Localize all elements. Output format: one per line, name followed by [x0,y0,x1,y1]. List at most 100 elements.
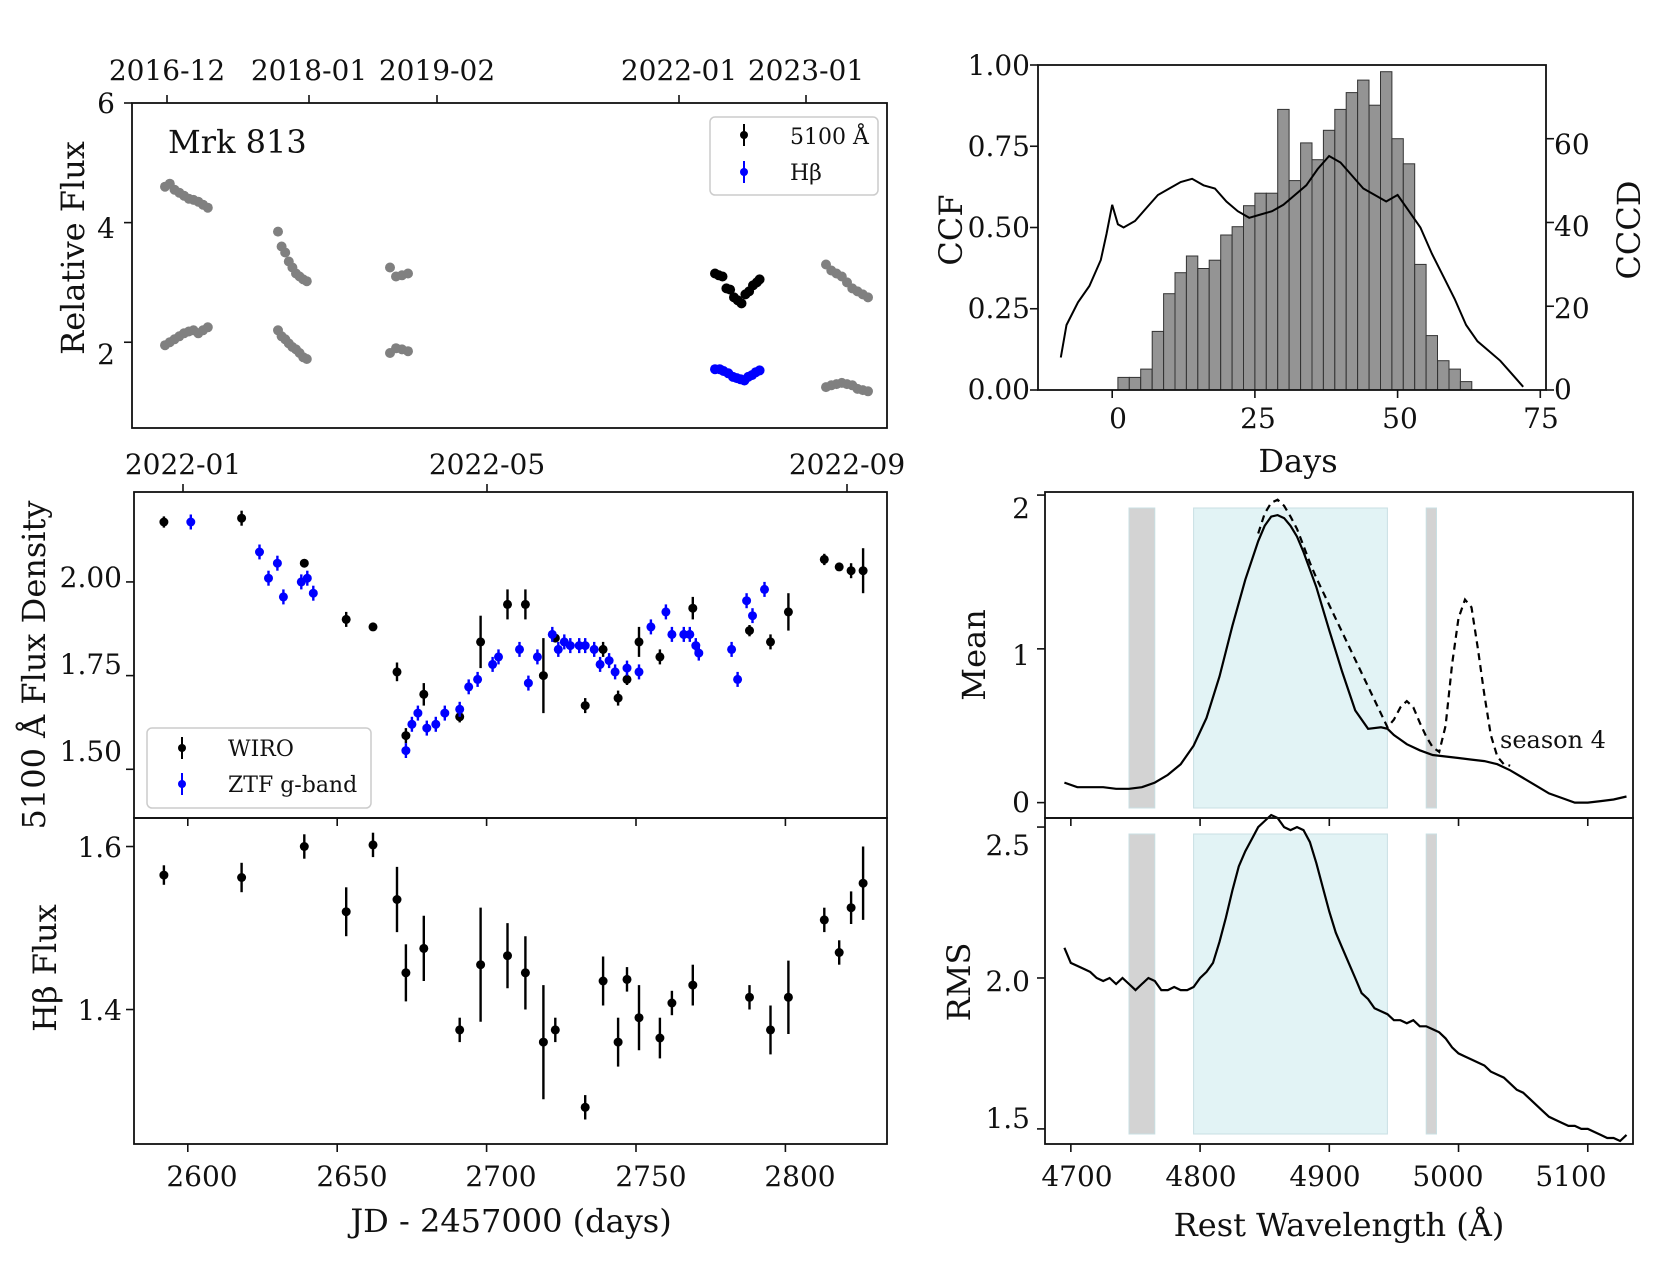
hbeta-marks [159,832,868,1120]
data-point [760,584,769,594]
y-tick-label: 0.25 [968,292,1030,325]
data-point [589,644,599,654]
x-axis-label: Days [1258,442,1337,480]
data-point [299,842,309,851]
y2-tick-label: 60 [1554,128,1590,161]
mean-ticks [1037,494,1589,826]
data-point [550,1025,560,1035]
data-point [520,968,530,978]
x-tick-label: 50 [1382,402,1418,435]
data-point [598,644,608,654]
data-point [401,746,411,756]
spectrum-line [1064,513,1627,804]
data-point [595,659,605,669]
histogram-bar [1208,259,1222,391]
data-point [655,1033,665,1043]
data-point [264,573,273,583]
histogram-bar [1345,92,1359,391]
top-tick-label: 2019-02 [379,54,495,87]
plot-frame [1044,817,1634,1145]
data-point [368,840,378,850]
rms-ticks [1037,826,1589,1152]
data-point [725,284,736,295]
data-point [202,202,213,213]
data-point [727,644,737,654]
histogram-bar [1311,159,1324,391]
data-point [622,674,632,684]
data-point [392,895,402,904]
legend-box [709,116,879,196]
x-axis-label: Rest Wavelength (Å) [1174,1206,1505,1244]
data-point [385,262,395,273]
histogram-bar [1368,104,1381,391]
mean-spectrum-panel: 0 1 2 Mean season 4 [955,491,1634,826]
data-point [301,276,312,287]
x-tick-label: 2650 [316,1160,387,1193]
histogram-bar [1151,330,1165,391]
data-point [598,976,608,986]
data-point [547,629,557,639]
data-point [186,517,196,527]
x-tick-label: 0 [1109,402,1127,435]
histogram-bar [1220,234,1233,391]
overview-marks [124,95,873,397]
data-point [858,878,868,888]
data-point [255,547,264,557]
data-point [858,566,868,576]
y-tick-label: 1.00 [968,49,1030,82]
data-point [401,731,411,741]
histogram-bar [1322,129,1336,391]
window-bands [1128,507,1437,809]
data-point [237,873,247,882]
rms-spectrum-panel: 1.5 2.0 2.5 RMS 4700 4800 4900 5000 5100… [940,813,1634,1244]
overview-panel: 2016-12 2018-01 2019-02 2022-01 2023-01 … [54,54,888,429]
object-label: Mrk 813 [168,123,307,161]
data-point [685,629,695,639]
plot-frame [131,102,888,429]
data-point [745,992,754,1002]
x-tick-label: 2750 [615,1160,686,1193]
y-axis-label: Hβ Flux [26,904,64,1032]
data-point [742,596,752,606]
top-tick-label: 2018-01 [251,54,367,87]
data-point [819,554,829,564]
data-point [341,614,351,624]
data-point [655,652,665,662]
legend-marker [178,773,186,795]
continuum-panel: 2022-01 2022-05 2022-09 1.50 1.75 2.00 5… [15,448,905,829]
y-tick-label: 2 [97,338,115,371]
histogram-bar [1265,192,1279,391]
window-bands [1128,833,1437,1135]
histogram-bar [1414,263,1427,391]
x-tick-label: 5000 [1412,1160,1483,1193]
data-point [863,292,873,303]
data-point [273,226,283,237]
y-tick-label: 4 [97,212,115,245]
data-point [667,629,677,639]
data-point [419,943,429,953]
season-spectrum-line [1257,498,1511,767]
data-point [694,648,704,658]
histogram-bar [1288,180,1301,391]
mean-spectrum-lines [1064,498,1627,804]
histogram-bar [1334,108,1347,391]
data-point [464,682,474,692]
data-point [613,1037,623,1047]
data-point [754,274,765,285]
data-point [473,674,483,684]
y-tick-label: 2 [1012,492,1030,525]
y2-tick-label: 40 [1554,210,1590,243]
x-tick-label: 4800 [1165,1160,1236,1193]
cccd-histogram [1117,71,1473,391]
data-point [301,354,312,364]
data-point [783,992,793,1002]
y-tick-label: 2.00 [60,561,122,594]
data-point [661,607,671,617]
histogram-bar [1391,138,1404,391]
data-point [523,678,533,688]
data-point [278,592,288,602]
x-tick-label: 4700 [1041,1160,1112,1193]
y2-axis-label: CCCD [1610,180,1648,279]
rms-spectrum-lines [1063,813,1628,1143]
x-tick-label: 5100 [1535,1160,1606,1193]
